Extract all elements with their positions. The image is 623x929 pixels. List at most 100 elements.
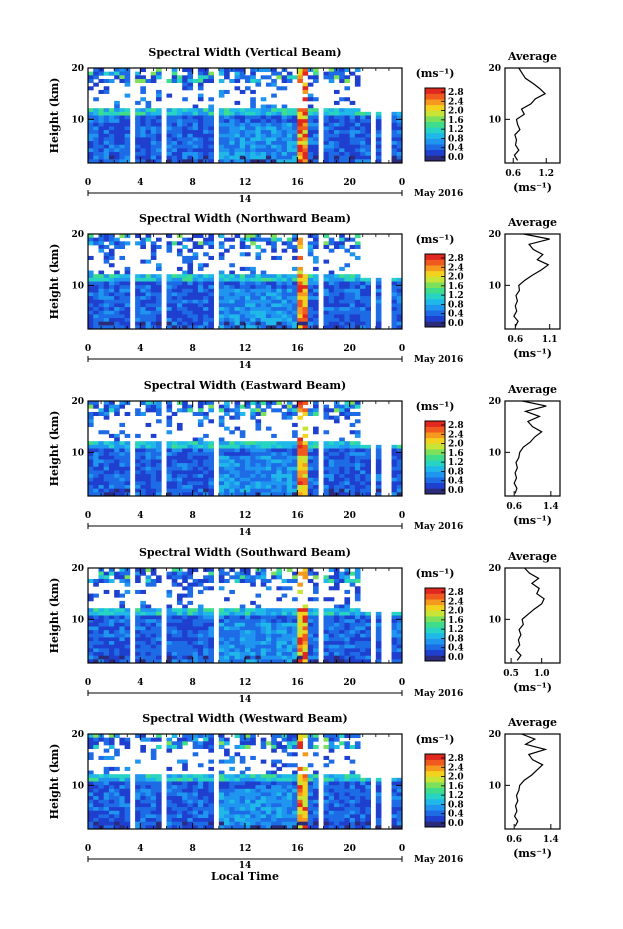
- heatmap-cell: [166, 611, 173, 616]
- heatmap-cell: [93, 810, 99, 815]
- heatmap-cell: [239, 744, 246, 750]
- heatmap-cell: [234, 648, 241, 653]
- heatmap-cell: [98, 488, 105, 493]
- heatmap-cell: [349, 448, 356, 453]
- heatmap-cell: [292, 148, 298, 153]
- heatmap-cell: [333, 274, 340, 279]
- heatmap-cell: [255, 277, 262, 282]
- heatmap-cell: [187, 119, 194, 124]
- heatmap-cell: [208, 288, 214, 293]
- heatmap-cell: [360, 152, 366, 157]
- heatmap: [88, 734, 403, 830]
- heatmap-cell: [307, 310, 314, 315]
- heatmap-cell: [88, 652, 94, 657]
- heatmap-cell: [119, 285, 126, 290]
- heatmap-cell: [365, 648, 371, 653]
- heatmap-cell: [281, 86, 288, 91]
- heatmap-cell: [286, 303, 293, 308]
- heatmap-cell: [354, 652, 361, 657]
- heatmap-cell: [124, 615, 131, 620]
- heatmap-cell: [396, 448, 403, 453]
- heatmap-cell: [182, 781, 188, 786]
- heatmap-cell: [218, 422, 225, 427]
- heatmap-cell: [239, 481, 246, 486]
- heatmap-cell: [297, 637, 303, 642]
- heatmap-cell: [203, 810, 209, 815]
- heatmap-cell: [103, 111, 110, 116]
- heatmap-cell: [171, 648, 178, 653]
- heatmap-cell: [297, 122, 303, 127]
- heatmap-cell: [182, 777, 188, 782]
- heatmap-cell: [108, 111, 115, 116]
- heatmap-cell: [245, 641, 251, 646]
- heatmap-cell: [250, 818, 256, 823]
- heatmap-cell: [171, 466, 178, 471]
- heatmap-cell: [140, 477, 146, 482]
- heatmap-cell: [245, 481, 251, 486]
- heatmap-cell: [182, 608, 188, 613]
- heatmap-cell: [234, 752, 241, 757]
- heatmap-cell: [292, 597, 298, 602]
- heatmap-cell: [182, 799, 188, 804]
- heatmap-cell: [176, 141, 183, 146]
- heatmap-cell: [333, 277, 340, 282]
- heatmap-cell: [286, 659, 293, 664]
- heatmap-cell: [182, 626, 188, 631]
- heatmap-cell: [93, 807, 99, 812]
- heatmap-cell: [260, 159, 267, 164]
- heatmap-cell: [281, 633, 288, 638]
- heatmap-cell: [276, 148, 283, 153]
- heatmap-cell: [239, 825, 246, 830]
- heatmap-cell: [187, 799, 194, 804]
- heatmap-cell: [88, 485, 94, 490]
- heatmap-cell: [302, 325, 309, 330]
- heatmap-cell: [119, 622, 126, 627]
- heatmap-cell: [245, 611, 251, 616]
- heatmap-cell: [297, 655, 303, 660]
- heatmap-cell: [224, 133, 230, 138]
- heatmap-cell: [166, 122, 173, 127]
- heatmap-cell: [197, 622, 204, 627]
- heatmap-cell: [208, 115, 214, 120]
- heatmap-cell: [365, 314, 371, 319]
- heatmap-cell: [349, 582, 356, 587]
- heatmap-cell: [114, 622, 120, 627]
- heatmap-cell: [229, 821, 235, 826]
- heatmap-cell: [88, 796, 94, 801]
- heatmap-cell: [271, 78, 277, 84]
- heatmap-cell: [339, 266, 345, 271]
- heatmap-cell: [286, 644, 293, 649]
- heatmap-cell: [360, 292, 366, 297]
- heatmap-cell: [255, 237, 262, 242]
- heatmap-cell: [271, 237, 277, 242]
- heatmap-cell: [93, 485, 99, 490]
- heatmap-cell: [145, 622, 152, 627]
- heatmap-cell: [98, 785, 105, 790]
- heatmap-cell: [245, 277, 251, 282]
- heatmap-cell: [182, 321, 188, 326]
- heatmap-cell: [349, 637, 356, 642]
- date-label: May 2016: [414, 355, 463, 365]
- heatmap-cell: [156, 93, 162, 98]
- heatmap-cell: [197, 288, 204, 293]
- heatmap-cell: [208, 777, 214, 782]
- heatmap-cell: [344, 108, 351, 113]
- heatmap-cell: [156, 314, 162, 319]
- heatmap-cell: [234, 318, 241, 323]
- heatmap-cell: [187, 777, 194, 782]
- heatmap-cell: [171, 799, 178, 804]
- heatmap-cell: [323, 633, 330, 638]
- heatmap-cell: [286, 459, 293, 464]
- heatmap-cell: [88, 419, 94, 424]
- heatmap-cell: [203, 488, 209, 493]
- heatmap-cell: [166, 155, 173, 160]
- heatmap-cell: [328, 644, 335, 649]
- heatmap-cell: [171, 659, 178, 664]
- heatmap-cell: [234, 303, 241, 308]
- heatmap-cell: [224, 641, 230, 646]
- heatmap-cell: [375, 652, 382, 657]
- heatmap-cell: [286, 608, 293, 613]
- heatmap-cell: [255, 441, 262, 446]
- heatmap-cell: [297, 307, 303, 312]
- heatmap-cell: [166, 737, 173, 742]
